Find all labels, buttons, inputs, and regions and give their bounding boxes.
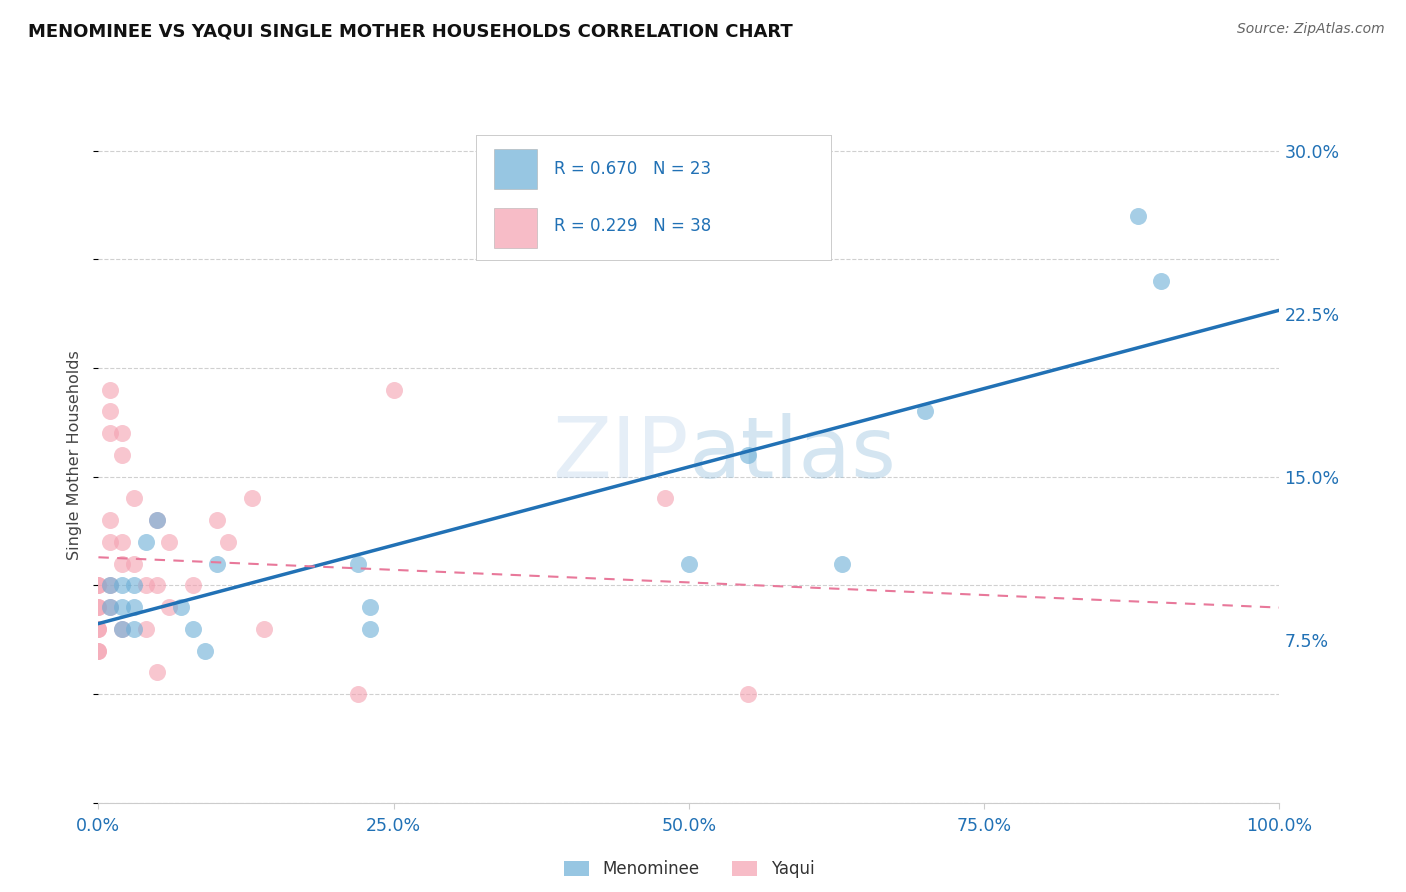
Point bbox=[122, 491, 145, 506]
Point bbox=[87, 578, 110, 592]
Point bbox=[217, 535, 239, 549]
Point bbox=[98, 383, 121, 397]
Point bbox=[170, 600, 193, 615]
Point bbox=[135, 535, 157, 549]
Point bbox=[87, 578, 110, 592]
Point bbox=[135, 578, 157, 592]
Point bbox=[122, 600, 145, 615]
Point bbox=[146, 578, 169, 592]
Point bbox=[98, 426, 121, 441]
Point bbox=[98, 600, 121, 615]
Point bbox=[98, 513, 121, 527]
Point bbox=[111, 622, 134, 636]
Point bbox=[111, 426, 134, 441]
Text: MENOMINEE VS YAQUI SINGLE MOTHER HOUSEHOLDS CORRELATION CHART: MENOMINEE VS YAQUI SINGLE MOTHER HOUSEHO… bbox=[28, 22, 793, 40]
Point bbox=[87, 622, 110, 636]
Point bbox=[359, 622, 381, 636]
Point bbox=[87, 600, 110, 615]
Point bbox=[253, 622, 276, 636]
Point bbox=[181, 622, 204, 636]
Point bbox=[240, 491, 263, 506]
Text: atlas: atlas bbox=[689, 413, 897, 497]
Point bbox=[111, 448, 134, 462]
Point bbox=[135, 622, 157, 636]
Point bbox=[122, 578, 145, 592]
Point bbox=[98, 600, 121, 615]
Point bbox=[111, 557, 134, 571]
Point bbox=[146, 513, 169, 527]
Legend: Menominee, Yaqui: Menominee, Yaqui bbox=[557, 854, 821, 885]
Point bbox=[347, 557, 370, 571]
Point bbox=[914, 404, 936, 418]
Point bbox=[122, 622, 145, 636]
Point bbox=[205, 557, 228, 571]
Point bbox=[347, 687, 370, 701]
Point bbox=[87, 622, 110, 636]
Point bbox=[359, 600, 381, 615]
Point bbox=[194, 643, 217, 657]
Point bbox=[111, 622, 134, 636]
Point bbox=[157, 535, 180, 549]
Point bbox=[146, 513, 169, 527]
Point bbox=[98, 578, 121, 592]
Point bbox=[1126, 209, 1149, 223]
Point bbox=[98, 578, 121, 592]
Point bbox=[87, 643, 110, 657]
Point bbox=[111, 600, 134, 615]
Point bbox=[654, 491, 676, 506]
Point bbox=[831, 557, 853, 571]
Point bbox=[87, 643, 110, 657]
Point bbox=[382, 383, 405, 397]
Point bbox=[1150, 274, 1173, 288]
Point bbox=[737, 448, 759, 462]
Point bbox=[98, 535, 121, 549]
Point bbox=[678, 557, 700, 571]
Y-axis label: Single Mother Households: Single Mother Households bbox=[67, 350, 83, 560]
Point bbox=[98, 404, 121, 418]
Point bbox=[146, 665, 169, 680]
Point bbox=[205, 513, 228, 527]
Point bbox=[111, 535, 134, 549]
Point bbox=[181, 578, 204, 592]
Point bbox=[737, 687, 759, 701]
Text: ZIP: ZIP bbox=[553, 413, 689, 497]
Text: Source: ZipAtlas.com: Source: ZipAtlas.com bbox=[1237, 22, 1385, 37]
Point bbox=[111, 578, 134, 592]
Point bbox=[157, 600, 180, 615]
Point bbox=[122, 557, 145, 571]
Point bbox=[87, 600, 110, 615]
